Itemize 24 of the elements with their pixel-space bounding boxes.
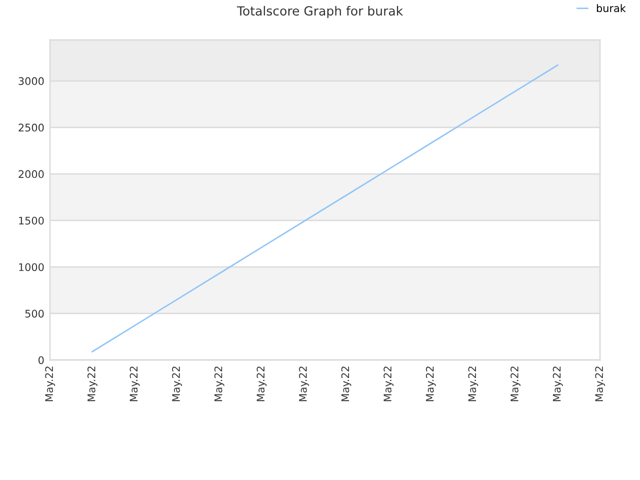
x-tick-label: May.22 bbox=[384, 366, 394, 402]
x-tick-label: May.22 bbox=[130, 366, 140, 402]
x-tick-label: May.22 bbox=[172, 366, 182, 402]
x-tick-label: May.22 bbox=[214, 366, 224, 402]
chart-title: Totalscore Graph for burak bbox=[236, 6, 404, 18]
y-tick-label: 500 bbox=[25, 310, 44, 318]
y-tick-label: 1500 bbox=[19, 216, 44, 225]
x-tick-label: May.22 bbox=[426, 366, 436, 402]
x-tick-label: May.22 bbox=[552, 366, 563, 402]
x-tick-label: May.22 bbox=[256, 366, 267, 402]
x-tick-label: May.22 bbox=[45, 366, 56, 402]
line-series bbox=[92, 64, 558, 352]
legend-label: burak bbox=[596, 4, 626, 12]
y-tick-label: 1000 bbox=[19, 263, 44, 272]
y-tick-label: 0 bbox=[38, 356, 44, 364]
x-tick-label: May.22 bbox=[595, 366, 606, 402]
y-tick-label: 2000 bbox=[18, 170, 44, 178]
y-tick-label: 2500 bbox=[18, 124, 44, 132]
x-tick-label: May.22 bbox=[87, 366, 98, 402]
x-tick-label: May.22 bbox=[468, 366, 478, 402]
x-tick-label: May.22 bbox=[510, 366, 520, 402]
x-tick-label: May.22 bbox=[298, 366, 309, 402]
x-tick-label: May.22 bbox=[341, 366, 352, 402]
y-tick-label: 3000 bbox=[18, 77, 44, 86]
